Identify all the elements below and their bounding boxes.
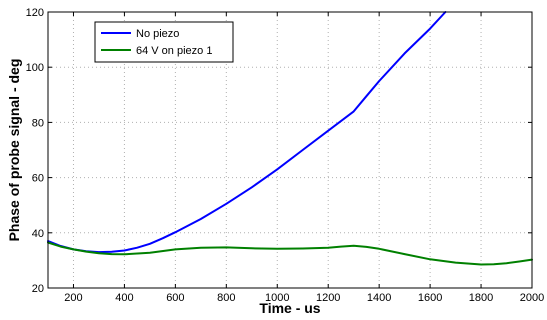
y-axis-title: Phase of probe signal - deg [6,59,22,242]
x-tick-label: 1800 [469,292,493,304]
x-tick-label: 2000 [520,292,544,304]
x-tick-label: 800 [217,292,235,304]
x-tick-label: 1000 [265,292,289,304]
y-tick-label: 60 [32,173,44,185]
x-axis-title: Time - us [259,300,320,316]
x-tick-label: 1400 [367,292,391,304]
y-tick-label: 20 [32,283,44,295]
series-lines [47,11,533,266]
y-tick-label: 40 [32,228,44,240]
x-tick-label: 1200 [316,292,340,304]
x-tick-label: 600 [166,292,184,304]
x-tick-label: 400 [115,292,133,304]
plot-frame [47,11,533,289]
x-tick-label: 200 [64,292,82,304]
legend-label-no-piezo: No piezo [136,28,179,40]
x-tick-label: 1600 [418,292,442,304]
tick-labels: 200 400 600 800 1000 1200 1400 1600 1800 2000 20 40… [26,7,545,304]
y-tick-label: 100 [26,62,44,74]
grid [48,12,532,288]
legend: No piezo 64 V on piezo 1 [94,21,234,63]
y-tick-label: 120 [26,7,44,19]
axis-ticks [48,11,533,289]
series-line-64v-piezo-1 [47,241,533,266]
legend-label-64v-piezo-1: 64 V on piezo 1 [136,45,212,57]
legend-box [94,21,234,63]
y-tick-label: 80 [32,117,44,129]
